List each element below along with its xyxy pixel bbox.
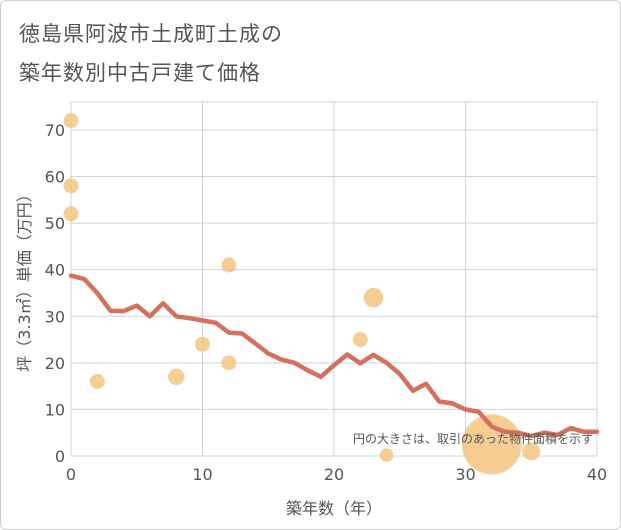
y-axis-label: 坪（3.3㎡）単価（万円） (15, 186, 34, 371)
data-bubble (522, 442, 541, 461)
y-tick-label: 50 (45, 214, 65, 233)
y-tick-label: 20 (45, 354, 65, 373)
y-tick-label: 30 (45, 307, 65, 326)
x-tick-label: 0 (66, 465, 76, 484)
x-tick-label: 40 (587, 465, 607, 484)
chart-title-line-2: 築年数別中古戸建て価格 (19, 61, 261, 85)
line-layer (68, 273, 600, 439)
tick-labels: 0 10 20 30 40 50 60 70 0 10 20 30 40 (45, 121, 608, 484)
x-tick-label: 10 (192, 465, 212, 484)
data-bubble (352, 332, 368, 348)
data-bubble (63, 113, 79, 129)
y-tick-label: 70 (45, 121, 65, 140)
data-bubble (221, 257, 237, 273)
chart-title-line-1: 徳島県阿波市土成町土成の (19, 22, 283, 46)
bubble-size-note: 円の大きさは、取引のあった物件面積を示す (353, 431, 593, 446)
y-tick-label: 0 (55, 447, 65, 466)
grid-lines (70, 101, 598, 457)
data-bubble (63, 178, 79, 194)
data-bubble (379, 448, 394, 462)
bubble-layer (63, 113, 541, 475)
x-axis-label: 築年数（年） (286, 499, 382, 518)
y-tick-label: 10 (45, 400, 65, 419)
x-tick-label: 30 (455, 465, 475, 484)
data-bubble (363, 287, 384, 308)
average-price-line (68, 273, 600, 439)
y-tick-label: 40 (45, 261, 65, 280)
x-tick-label: 20 (324, 465, 344, 484)
data-bubble (89, 373, 105, 389)
data-bubble (221, 355, 237, 371)
y-tick-label: 60 (45, 168, 65, 187)
data-bubble (167, 368, 185, 386)
data-bubble (63, 206, 79, 222)
data-bubble (461, 414, 522, 475)
data-bubble (195, 336, 210, 352)
